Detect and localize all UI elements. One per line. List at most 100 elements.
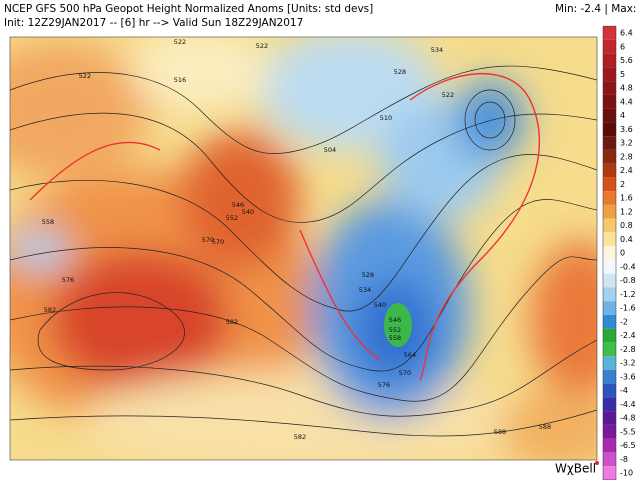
- colorbar-swatch: [603, 81, 616, 95]
- colorbar-swatch: [603, 383, 616, 398]
- colorbar-swatch: [603, 328, 616, 343]
- contour-label: 570: [399, 369, 411, 377]
- contour-label: 540: [374, 301, 386, 309]
- colorbar-swatch: [603, 342, 616, 357]
- contours: [10, 65, 597, 437]
- colorbar-label: 0: [620, 249, 625, 258]
- colorbar-label: -1.2: [620, 290, 636, 299]
- colorbar-swatch: [603, 438, 616, 453]
- colorbar-swatch: [603, 232, 616, 247]
- zero-contour: [29, 72, 541, 381]
- colorbar-swatch: [603, 356, 616, 370]
- colorbar-swatch: [603, 369, 616, 384]
- colorbar-label: -2: [620, 317, 628, 326]
- colorbar-swatch: [603, 397, 616, 412]
- contour-label: 546: [232, 201, 244, 209]
- colorbar-label: -2.4: [620, 331, 636, 340]
- contour-label: 522: [174, 38, 186, 46]
- colorbar-label: 2.8: [620, 152, 633, 161]
- colorbar-label: 1.2: [620, 207, 633, 216]
- colorbar-label: -0.8: [620, 276, 636, 285]
- contour-label: 510: [380, 114, 392, 122]
- colorbar: 6.4 6 5.6 5 4.8 4.4 4 3.6 3.2 2.8 2.4 2 1.6 1.2 0.8 0.4…: [602, 25, 636, 480]
- colorbar-swatch: [603, 136, 616, 150]
- colorbar-label: 6.4: [620, 29, 633, 38]
- contour-label: 528: [362, 271, 374, 279]
- colorbar-label: -10: [620, 469, 633, 478]
- colorbar-label: 3.6: [620, 125, 633, 134]
- contour-labels: 5225165225225345285225105045405465525585…: [42, 38, 551, 441]
- colorbar-swatch: [603, 108, 616, 123]
- colorbar-label: -3.2: [620, 359, 636, 368]
- colorbar-label: -0.4: [620, 262, 636, 271]
- colorbar-label: 5: [620, 70, 625, 79]
- colorbar-swatch: [603, 452, 616, 467]
- colorbar-label: -8: [620, 455, 628, 464]
- colorbar-label: -6.5: [620, 441, 636, 450]
- colorbar-label: 1.6: [620, 194, 633, 203]
- contour-label: 558: [389, 334, 401, 342]
- contour-label: 570: [212, 238, 224, 246]
- contour-label: 582: [226, 318, 238, 326]
- colorbar-swatch: [603, 273, 616, 288]
- contour-label: 564: [404, 351, 416, 359]
- contour-label: 546: [389, 316, 401, 324]
- colorbar-swatch: [603, 122, 616, 137]
- contour-label: 588: [539, 423, 551, 431]
- colorbar-swatch: [603, 204, 616, 219]
- colorbar-label: 0.4: [620, 235, 633, 244]
- colorbar-label: 4.8: [620, 84, 633, 93]
- colorbar-label: 2: [620, 180, 625, 189]
- colorbar-swatch: [603, 246, 616, 260]
- colorbar-swatch: [603, 259, 616, 274]
- contour-label: 552: [226, 214, 238, 222]
- contour-label: 588: [494, 428, 506, 436]
- min-max: Min: -2.4 | Max: 2.5: [555, 3, 640, 15]
- colorbar-label: 4: [620, 111, 625, 120]
- colorbar-label: -2.8: [620, 345, 636, 354]
- colorbar-swatch: [603, 53, 616, 68]
- colorbar-swatch: [603, 466, 616, 480]
- colorbar-label: -4: [620, 386, 628, 395]
- colorbar-label: -3.6: [620, 372, 636, 381]
- colorbar-swatch: [603, 67, 616, 82]
- colorbar-swatch: [603, 39, 616, 54]
- colorbar-label: 6: [620, 42, 625, 51]
- colorbar-swatch: [603, 94, 616, 109]
- brand-dot: [595, 461, 599, 465]
- contour-label: 552: [389, 326, 401, 334]
- brand: WχBell: [555, 462, 596, 476]
- contour-label: 504: [324, 146, 336, 154]
- contour-label: 522: [256, 42, 268, 50]
- colorbar-swatch: [603, 26, 616, 40]
- contour-label: 582: [294, 433, 306, 441]
- colorbar-label: 4.4: [620, 97, 633, 106]
- anomaly-core: [384, 303, 412, 347]
- map: 5225165225225345285225105045405465525585…: [10, 37, 597, 460]
- colorbar-swatch: [603, 163, 616, 178]
- colorbar-label: -1.6: [620, 304, 636, 313]
- colorbar-label: 5.6: [620, 56, 633, 65]
- colorbar-label: -5.5: [620, 427, 636, 436]
- contour-label: 534: [359, 286, 371, 294]
- map-frame: [9, 36, 598, 461]
- colorbar-swatch: [603, 191, 616, 205]
- colorbar-swatch: [603, 424, 616, 439]
- contour-label: 540: [242, 208, 254, 216]
- contour-label: 528: [394, 68, 406, 76]
- contour-label: 570: [202, 236, 214, 244]
- contour-label: 576: [62, 276, 74, 284]
- contour-label: 522: [442, 91, 454, 99]
- contour-label: 522: [79, 72, 91, 80]
- colorbar-swatch: [603, 287, 616, 302]
- contour-label: 558: [42, 218, 54, 226]
- colorbar-label: 3.2: [620, 139, 633, 148]
- colorbar-swatch: [603, 177, 616, 192]
- contour-label: 534: [431, 46, 443, 54]
- colorbar-label: 2.4: [620, 166, 633, 175]
- contour-label: 576: [378, 381, 390, 389]
- colorbar-label: -4.4: [620, 400, 636, 409]
- colorbar-swatch: [603, 301, 616, 315]
